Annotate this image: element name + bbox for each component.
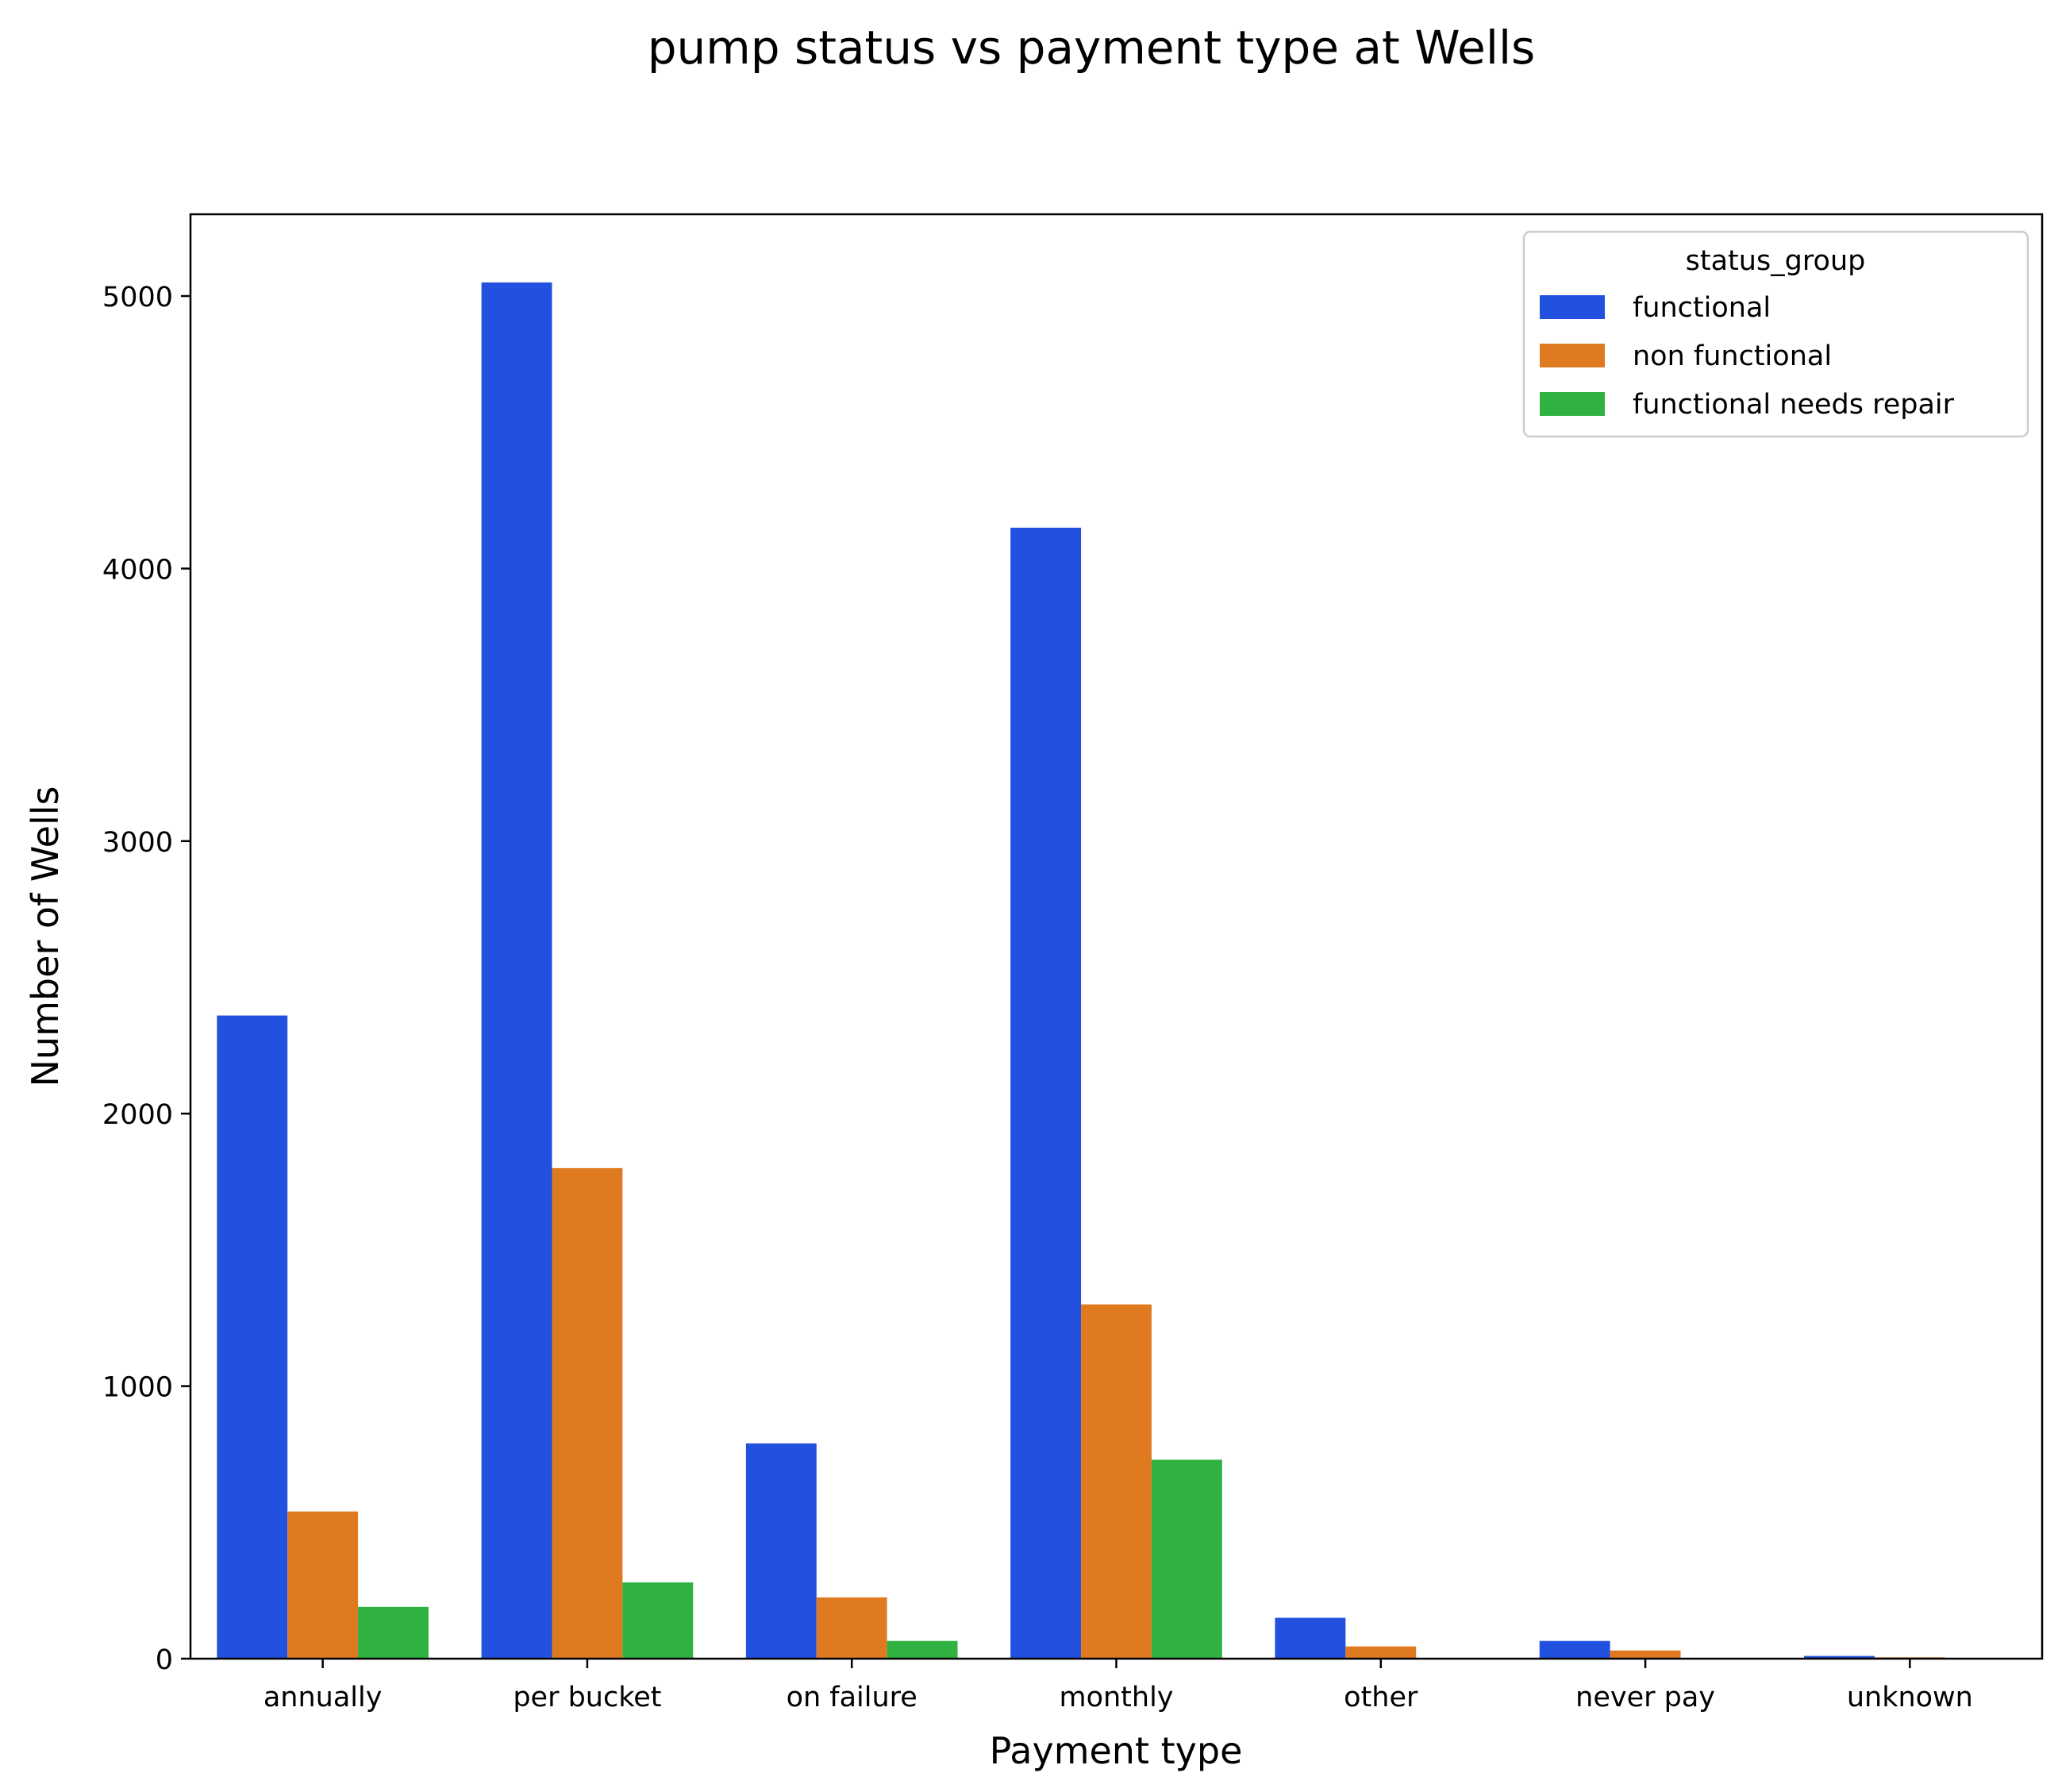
bar-non-functional-other — [1345, 1646, 1417, 1659]
bar-functional-needs-repair-per-bucket — [622, 1582, 694, 1659]
bars-layer — [217, 282, 1945, 1659]
x-tick-label: never pay — [1575, 1682, 1715, 1713]
y-axis-label: Number of Wells — [24, 786, 67, 1087]
x-tick-label: other — [1344, 1682, 1418, 1713]
x-tick-label: per bucket — [513, 1682, 661, 1713]
legend-label: non functional — [1633, 340, 1832, 372]
legend-label: functional needs repair — [1633, 389, 1955, 421]
bar-functional-per-bucket — [481, 282, 552, 1659]
x-tick-label: unknown — [1847, 1682, 1973, 1713]
x-axis-label: Payment type — [990, 1729, 1243, 1772]
bar-functional-needs-repair-monthly — [1151, 1459, 1222, 1659]
legend-items: functional non functional functional needs… — [1540, 292, 1955, 421]
legend-swatch — [1540, 344, 1605, 367]
y-tick-label: 4000 — [102, 554, 173, 586]
bar-non-functional-on-failure — [816, 1597, 887, 1659]
bar-functional-annually — [217, 1015, 288, 1659]
chart-title: pump status vs payment type at Wells — [648, 21, 1536, 75]
y-tick-label: 2000 — [102, 1099, 173, 1131]
legend-swatch — [1540, 392, 1605, 416]
bar-non-functional-annually — [287, 1511, 359, 1659]
x-tick-label: annually — [264, 1682, 383, 1713]
bar-non-functional-never-pay — [1610, 1650, 1681, 1659]
bar-functional-needs-repair-on-failure — [887, 1640, 958, 1659]
y-tick-label: 3000 — [102, 827, 173, 859]
x-tick-label: on failure — [787, 1682, 917, 1713]
bar-non-functional-per-bucket — [552, 1167, 623, 1659]
plot-frame — [189, 213, 2044, 1660]
x-axis-ticks: annually per bucket on failure monthly other… — [264, 1659, 1973, 1713]
bar-functional-monthly — [1010, 527, 1082, 1659]
x-tick-label: monthly — [1059, 1682, 1173, 1713]
legend-swatch — [1540, 295, 1605, 319]
bar-functional-unknown — [1804, 1655, 1875, 1659]
bar-functional-needs-repair-annually — [358, 1606, 429, 1659]
bar-functional-on-failure — [745, 1443, 817, 1659]
y-axis-ticks: 0 1000 2000 3000 4000 5000 — [102, 282, 190, 1676]
legend-label: functional — [1633, 292, 1771, 324]
legend-frame — [1522, 230, 2029, 438]
bar-functional-never-pay — [1539, 1640, 1610, 1659]
legend-title: status_group — [1686, 245, 1866, 277]
bar-functional-other — [1275, 1617, 1346, 1659]
y-tick-label: 1000 — [102, 1372, 173, 1404]
y-tick-label: 5000 — [102, 282, 173, 313]
y-tick-label: 0 — [156, 1644, 173, 1676]
bar-non-functional-monthly — [1081, 1304, 1152, 1659]
